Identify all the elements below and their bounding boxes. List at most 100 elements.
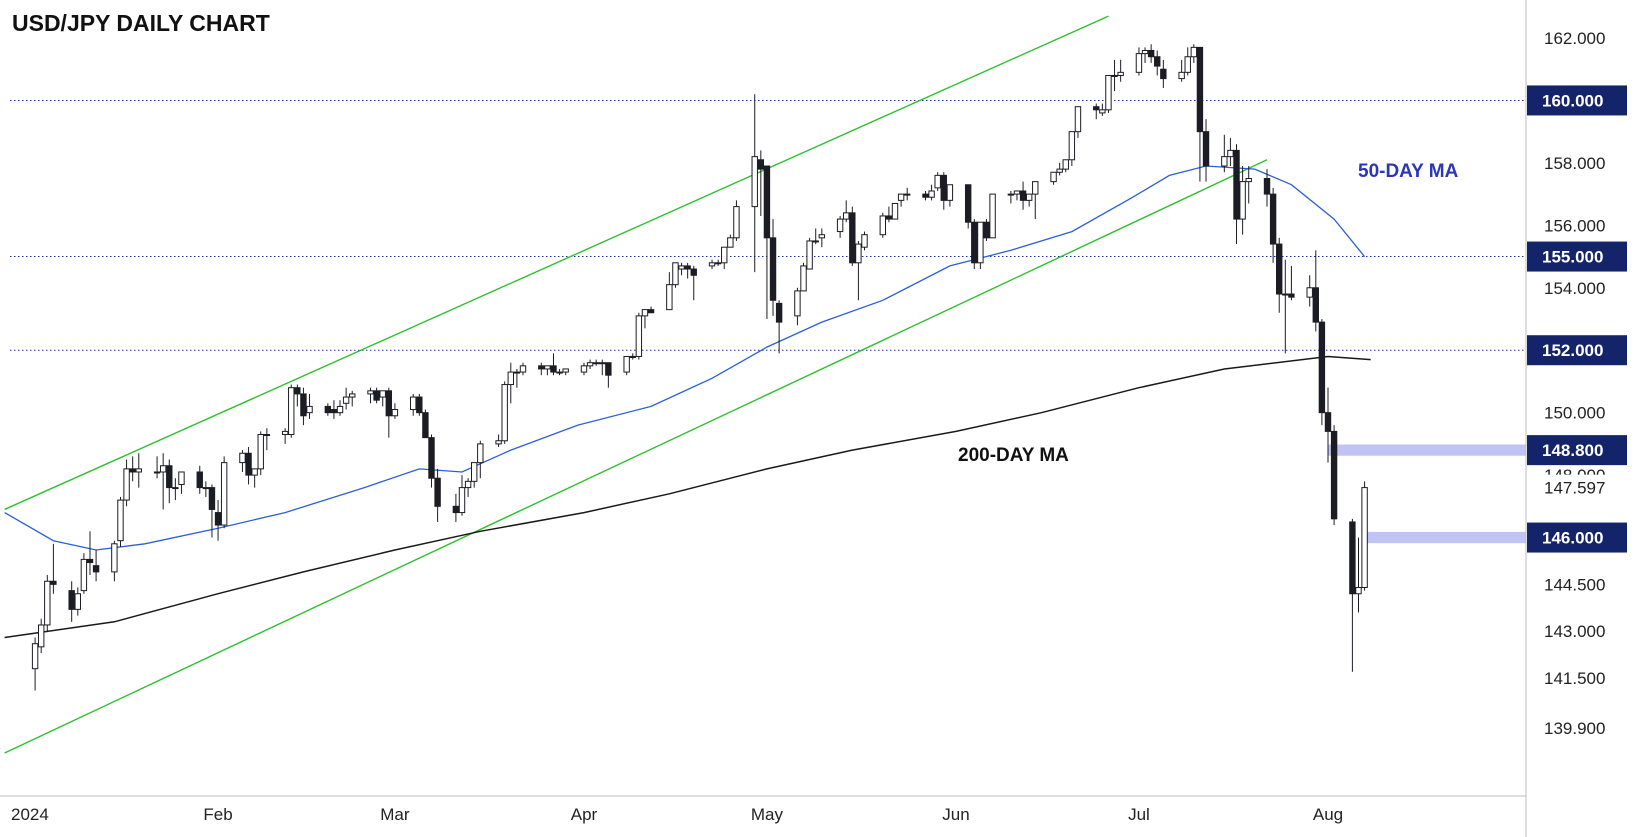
candle xyxy=(239,450,246,472)
candle-body xyxy=(1318,321,1326,414)
candle-body xyxy=(897,193,905,201)
candle-body xyxy=(31,643,39,670)
candle xyxy=(903,187,911,201)
candle xyxy=(330,400,338,419)
y-tick-label: 139.900 xyxy=(1544,719,1605,738)
candle xyxy=(690,265,697,301)
candle-body xyxy=(202,487,210,490)
candle xyxy=(44,575,51,632)
candle-body xyxy=(800,265,807,292)
candle xyxy=(666,272,673,311)
candle xyxy=(977,221,984,270)
candle-body xyxy=(544,365,551,370)
price-tag-label: 155.000 xyxy=(1542,248,1603,267)
candle xyxy=(1074,106,1082,138)
x-tick-label: 2024 xyxy=(11,805,49,824)
candle xyxy=(214,500,222,541)
candle xyxy=(1160,59,1167,88)
x-tick-label: May xyxy=(751,805,784,824)
candle-body xyxy=(153,471,161,474)
candle xyxy=(1032,181,1039,220)
candle xyxy=(434,468,441,522)
x-tick-label: Jun xyxy=(942,805,969,824)
candle-body xyxy=(843,212,850,220)
candle-body xyxy=(349,393,356,398)
candle xyxy=(1068,131,1076,167)
price-tag xyxy=(1527,85,1627,116)
candle-body xyxy=(513,371,521,374)
candle-body xyxy=(538,365,545,370)
candle xyxy=(428,434,435,488)
candle xyxy=(855,240,862,301)
support-zones xyxy=(1328,444,1526,544)
candle xyxy=(391,403,399,419)
candle xyxy=(385,387,393,438)
candle-body xyxy=(1245,177,1252,183)
candle xyxy=(1099,103,1106,117)
candle-body xyxy=(891,202,899,220)
current-price-tag xyxy=(1527,474,1607,501)
candle-body xyxy=(37,624,45,648)
candle xyxy=(294,384,301,407)
candle-body xyxy=(1160,68,1167,80)
candle-body xyxy=(1007,193,1015,196)
candle-body xyxy=(214,512,222,526)
candle xyxy=(757,150,765,216)
candle-body xyxy=(849,212,856,264)
candle xyxy=(513,368,521,388)
candle-body xyxy=(684,265,691,270)
candle xyxy=(1135,47,1143,76)
candle-body xyxy=(1111,74,1118,77)
candle-body xyxy=(629,355,636,358)
channel-lower-line xyxy=(4,159,1268,754)
candle-body xyxy=(123,468,130,501)
candle xyxy=(1239,166,1246,235)
candle xyxy=(861,231,868,251)
candle-body xyxy=(1349,521,1356,595)
candle xyxy=(836,215,844,238)
candle xyxy=(708,259,716,270)
candle xyxy=(300,387,307,426)
candle xyxy=(251,468,258,488)
candle-body xyxy=(86,558,94,564)
candle xyxy=(196,465,203,494)
candle xyxy=(641,309,649,329)
candle xyxy=(812,228,819,245)
candle-body xyxy=(678,265,685,270)
candle xyxy=(410,393,417,416)
candle-body xyxy=(1355,587,1362,595)
candle xyxy=(68,581,75,622)
candle-body xyxy=(44,580,51,626)
candle xyxy=(721,246,728,270)
candle-body xyxy=(1276,243,1283,295)
trend-channel xyxy=(4,15,1268,754)
candle-body xyxy=(1312,287,1320,323)
candle-body xyxy=(464,480,472,489)
price-tag xyxy=(1527,522,1627,553)
candle-body xyxy=(879,215,887,236)
x-tick-label: Mar xyxy=(380,805,410,824)
candle-body xyxy=(812,240,819,243)
candle xyxy=(50,543,57,594)
candle-body xyxy=(1117,71,1124,76)
candle xyxy=(1141,47,1149,63)
ma50-label: 50-DAY MA xyxy=(1358,161,1459,182)
candle-body xyxy=(836,218,844,233)
candle xyxy=(1233,144,1240,245)
zone-band xyxy=(1364,531,1526,544)
candle xyxy=(538,362,545,376)
candle xyxy=(971,219,978,270)
candle-body xyxy=(1025,193,1033,201)
candle xyxy=(592,359,600,366)
candle-body xyxy=(641,309,649,317)
candle-body xyxy=(68,590,75,610)
candle xyxy=(629,353,636,360)
candle-body xyxy=(727,237,734,248)
candle-body xyxy=(592,362,600,365)
candle-body xyxy=(245,452,252,476)
candle xyxy=(245,447,252,485)
candle xyxy=(1147,44,1155,63)
candle-body xyxy=(928,190,935,198)
candle xyxy=(257,431,264,476)
